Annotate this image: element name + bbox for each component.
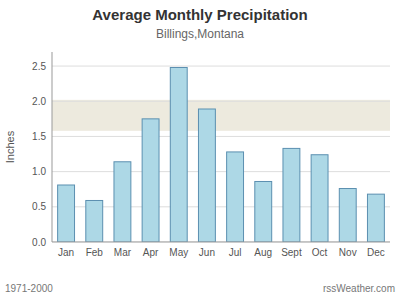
x-tick-label: Oct bbox=[312, 247, 328, 258]
x-tick-label: Jul bbox=[229, 247, 242, 258]
bar bbox=[114, 162, 131, 242]
x-tick-label: Nov bbox=[339, 247, 357, 258]
x-tick-label: Sept bbox=[281, 247, 302, 258]
band bbox=[52, 100, 390, 131]
y-axis-label: Inches bbox=[4, 130, 16, 163]
grid-line bbox=[52, 136, 390, 137]
bar bbox=[283, 148, 300, 242]
footer: 1971-2000 bbox=[5, 283, 53, 294]
grid-line bbox=[52, 101, 390, 102]
y-tick-label: 0.0 bbox=[32, 237, 46, 248]
subtitle: Billings,Montana bbox=[156, 27, 244, 41]
bar bbox=[170, 67, 187, 242]
x-tick-label: Apr bbox=[143, 247, 159, 258]
bar bbox=[311, 155, 328, 242]
bar bbox=[142, 119, 159, 242]
footer: rssWeather.com bbox=[323, 283, 395, 294]
bar bbox=[339, 189, 356, 242]
x-tick-label: Aug bbox=[254, 247, 272, 258]
x-tick-label: May bbox=[169, 247, 188, 258]
x-tick-label: Dec bbox=[367, 247, 385, 258]
y-tick-label: 1.5 bbox=[32, 131, 46, 142]
grid-line bbox=[52, 242, 390, 243]
bar bbox=[227, 152, 244, 242]
bar bbox=[367, 194, 384, 242]
title: Average Monthly Precipitation bbox=[92, 6, 307, 23]
grid-line bbox=[52, 171, 390, 172]
plot-area bbox=[52, 66, 390, 242]
x-axis-line bbox=[52, 242, 390, 243]
y-tick-label: 2.0 bbox=[32, 96, 46, 107]
x-tick-label: Jun bbox=[199, 247, 215, 258]
y-tick-label: 2.5 bbox=[32, 61, 46, 72]
bar bbox=[198, 109, 215, 242]
x-tick-label: Feb bbox=[86, 247, 104, 258]
x-tick-label: Mar bbox=[114, 247, 132, 258]
chart: Average Monthly Precipitation Billings,Mo… bbox=[0, 0, 400, 300]
x-tick-label: Jan bbox=[58, 247, 74, 258]
y-tick-label: 0.5 bbox=[32, 201, 46, 212]
y-tick-label: 1.0 bbox=[32, 166, 46, 177]
y-axis-line bbox=[52, 52, 53, 242]
bar bbox=[86, 200, 103, 242]
bar bbox=[58, 185, 75, 242]
bar bbox=[255, 181, 272, 242]
grid-line bbox=[52, 66, 390, 67]
